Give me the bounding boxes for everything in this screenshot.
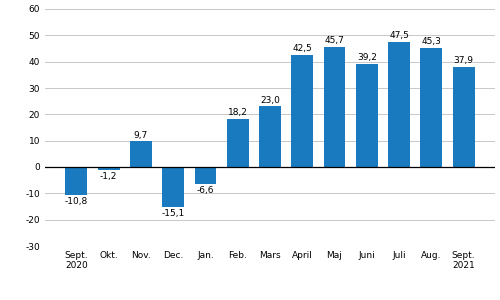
Text: 45,7: 45,7 xyxy=(324,36,344,45)
Bar xyxy=(452,67,474,167)
Text: -6,6: -6,6 xyxy=(196,186,214,195)
Bar xyxy=(420,48,442,167)
Text: 9,7: 9,7 xyxy=(134,130,148,140)
Text: 39,2: 39,2 xyxy=(357,53,376,62)
Text: -1,2: -1,2 xyxy=(100,172,117,181)
Text: 47,5: 47,5 xyxy=(389,31,409,40)
Bar xyxy=(194,167,216,184)
Text: 45,3: 45,3 xyxy=(422,37,442,46)
Bar xyxy=(324,47,345,167)
Text: 23,0: 23,0 xyxy=(260,96,280,105)
Bar xyxy=(292,55,313,167)
Text: 18,2: 18,2 xyxy=(228,108,248,117)
Bar xyxy=(130,142,152,167)
Bar xyxy=(66,167,88,195)
Text: 37,9: 37,9 xyxy=(454,56,473,65)
Bar xyxy=(388,42,410,167)
Bar xyxy=(162,167,184,207)
Bar xyxy=(259,106,281,167)
Text: -15,1: -15,1 xyxy=(162,208,185,217)
Bar xyxy=(98,167,120,170)
Text: -10,8: -10,8 xyxy=(65,197,88,206)
Text: 42,5: 42,5 xyxy=(292,44,312,53)
Bar xyxy=(356,64,378,167)
Bar xyxy=(227,119,248,167)
